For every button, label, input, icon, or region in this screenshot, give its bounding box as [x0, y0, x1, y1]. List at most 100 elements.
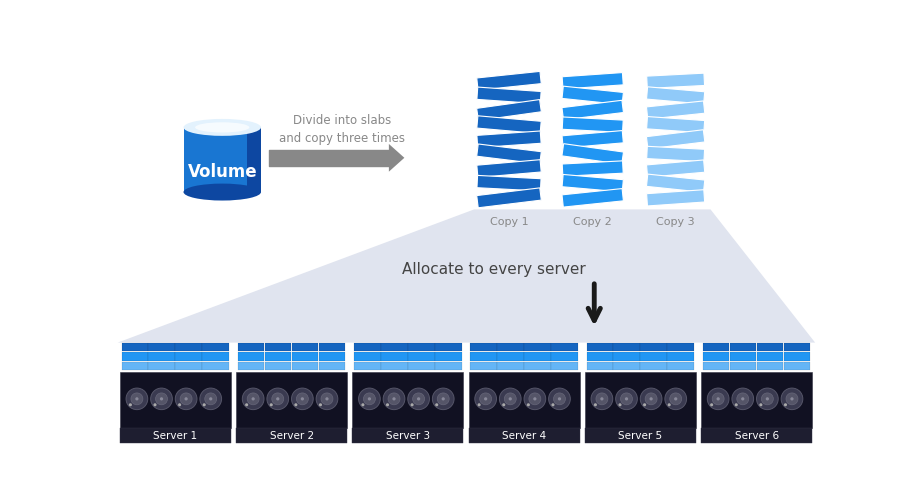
- Circle shape: [527, 403, 530, 406]
- Circle shape: [592, 388, 612, 410]
- Bar: [202, 362, 229, 371]
- Bar: [551, 353, 578, 361]
- Bar: [667, 343, 694, 351]
- Polygon shape: [647, 147, 704, 162]
- Bar: [176, 343, 202, 351]
- Circle shape: [392, 397, 396, 401]
- Circle shape: [185, 397, 187, 401]
- Ellipse shape: [195, 123, 249, 133]
- Polygon shape: [562, 118, 623, 133]
- Circle shape: [248, 393, 259, 405]
- Bar: [148, 362, 175, 371]
- Text: Server 1: Server 1: [153, 430, 197, 440]
- Polygon shape: [389, 145, 404, 172]
- Text: Server 2: Server 2: [269, 430, 314, 440]
- Bar: [587, 343, 613, 351]
- Bar: [702, 428, 812, 443]
- Bar: [237, 373, 347, 428]
- Circle shape: [710, 403, 713, 406]
- Text: Copy 2: Copy 2: [573, 216, 612, 226]
- Circle shape: [160, 397, 163, 401]
- Circle shape: [601, 397, 603, 401]
- Ellipse shape: [184, 120, 261, 137]
- Bar: [524, 362, 551, 371]
- Bar: [497, 362, 524, 371]
- Circle shape: [551, 403, 554, 406]
- Circle shape: [665, 388, 686, 410]
- Circle shape: [734, 403, 738, 406]
- Polygon shape: [477, 100, 541, 121]
- Bar: [381, 362, 408, 371]
- Circle shape: [176, 388, 197, 410]
- Polygon shape: [646, 88, 704, 105]
- Bar: [292, 362, 318, 371]
- Text: Copy 3: Copy 3: [656, 216, 695, 226]
- Bar: [354, 362, 380, 371]
- Text: Volume: Volume: [187, 162, 257, 180]
- Bar: [354, 343, 380, 351]
- Circle shape: [294, 403, 298, 406]
- Circle shape: [368, 397, 371, 401]
- Circle shape: [737, 393, 749, 405]
- Bar: [237, 428, 347, 443]
- Bar: [469, 428, 580, 443]
- Bar: [703, 343, 729, 351]
- Circle shape: [643, 403, 646, 406]
- Circle shape: [437, 393, 450, 405]
- Circle shape: [500, 388, 521, 410]
- Text: Server 4: Server 4: [502, 430, 546, 440]
- Bar: [470, 353, 497, 361]
- Polygon shape: [477, 132, 541, 148]
- Bar: [122, 353, 148, 361]
- Circle shape: [619, 403, 622, 406]
- Circle shape: [504, 393, 516, 405]
- Circle shape: [668, 403, 671, 406]
- Bar: [470, 343, 497, 351]
- Text: Allocate to every server: Allocate to every server: [401, 262, 585, 277]
- Bar: [469, 373, 580, 428]
- Circle shape: [205, 393, 217, 405]
- Polygon shape: [477, 145, 541, 165]
- Bar: [408, 353, 434, 361]
- Bar: [120, 428, 231, 443]
- Bar: [352, 428, 463, 443]
- Polygon shape: [562, 101, 623, 121]
- Bar: [148, 343, 175, 351]
- Bar: [585, 373, 696, 428]
- Polygon shape: [562, 87, 623, 106]
- Polygon shape: [477, 188, 541, 208]
- Text: Server 6: Server 6: [734, 430, 779, 440]
- Circle shape: [412, 393, 425, 405]
- Circle shape: [136, 397, 138, 401]
- Bar: [703, 362, 729, 371]
- Bar: [247, 128, 261, 193]
- Polygon shape: [477, 117, 541, 134]
- Circle shape: [784, 403, 787, 406]
- Polygon shape: [647, 190, 704, 206]
- Circle shape: [707, 388, 729, 410]
- Bar: [702, 373, 812, 428]
- Circle shape: [502, 403, 505, 406]
- Bar: [667, 362, 694, 371]
- Polygon shape: [562, 189, 623, 208]
- Ellipse shape: [184, 184, 261, 201]
- Circle shape: [716, 397, 720, 401]
- Circle shape: [386, 403, 389, 406]
- Polygon shape: [477, 176, 541, 191]
- Bar: [202, 343, 229, 351]
- Circle shape: [200, 388, 221, 410]
- Circle shape: [129, 403, 132, 406]
- Bar: [435, 353, 461, 361]
- Circle shape: [670, 393, 682, 405]
- Bar: [667, 353, 694, 361]
- Bar: [470, 362, 497, 371]
- Circle shape: [297, 393, 308, 405]
- Bar: [587, 353, 613, 361]
- Circle shape: [126, 388, 147, 410]
- Bar: [497, 353, 524, 361]
- Circle shape: [759, 403, 763, 406]
- Bar: [318, 353, 345, 361]
- Polygon shape: [117, 210, 815, 343]
- Bar: [585, 428, 696, 443]
- Circle shape: [383, 388, 405, 410]
